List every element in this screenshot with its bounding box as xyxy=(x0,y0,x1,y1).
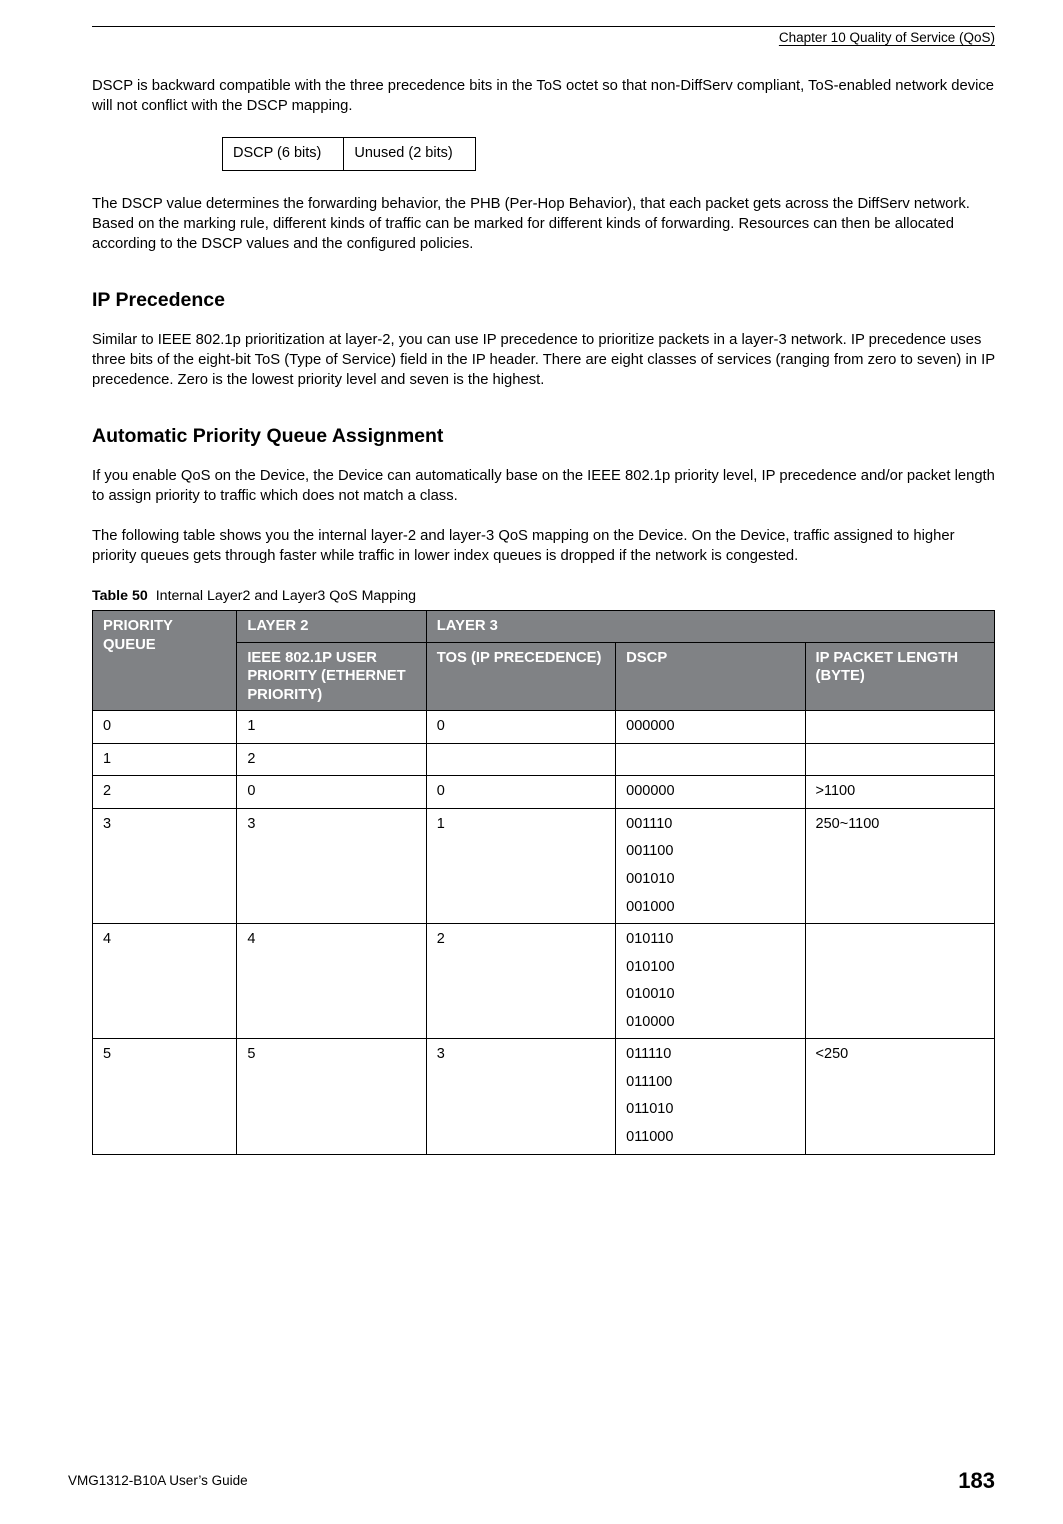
table-row: 010000000 xyxy=(93,711,995,744)
paragraph-auto-pq-1: If you enable QoS on the Device, the Dev… xyxy=(92,467,995,507)
th-layer3: LAYER 3 xyxy=(426,611,994,642)
cell-ip-packet-length: <250 xyxy=(805,1039,994,1154)
table-row: 553011110011100011010011000<250 xyxy=(93,1039,995,1154)
running-header: Chapter 10 Quality of Service (QoS) xyxy=(92,29,995,47)
table-row: 331001110001100001010001000250~1100 xyxy=(93,808,995,923)
cell-tos: 1 xyxy=(426,808,615,923)
cell-dscp: 000000 xyxy=(616,776,805,809)
cell-ieee-8021p: 0 xyxy=(237,776,426,809)
dscp-value: 001110 xyxy=(626,815,796,835)
cell-tos: 0 xyxy=(426,711,615,744)
cell-ip-packet-length xyxy=(805,743,994,776)
cell-ieee-8021p: 1 xyxy=(237,711,426,744)
th-tos: TOS (IP PRECEDENCE) xyxy=(426,642,615,710)
header-rule xyxy=(92,26,995,27)
bits-cell-unused: Unused (2 bits) xyxy=(344,138,475,171)
th-priority-queue: PRIORITY QUEUE xyxy=(93,611,237,711)
th-dscp: DSCP xyxy=(616,642,805,710)
dscp-value: 010110 xyxy=(626,930,796,950)
heading-auto-pq: Automatic Priority Queue Assignment xyxy=(92,423,995,449)
bits-table: DSCP (6 bits) Unused (2 bits) xyxy=(222,137,476,171)
cell-priority-queue: 4 xyxy=(93,924,237,1039)
cell-ieee-8021p: 2 xyxy=(237,743,426,776)
cell-dscp: 000000 xyxy=(616,711,805,744)
dscp-value: 001100 xyxy=(626,842,796,862)
cell-tos xyxy=(426,743,615,776)
dscp-value: 010010 xyxy=(626,985,796,1005)
cell-dscp: 010110 010100 010010 010000 xyxy=(616,924,805,1039)
cell-priority-queue: 3 xyxy=(93,808,237,923)
footer-page-number: 183 xyxy=(958,1466,995,1496)
cell-ip-packet-length xyxy=(805,924,994,1039)
dscp-value: 001000 xyxy=(626,898,796,918)
cell-ip-packet-length xyxy=(805,711,994,744)
cell-priority-queue: 2 xyxy=(93,776,237,809)
paragraph-dscp-compat: DSCP is backward compatible with the thr… xyxy=(92,77,995,117)
paragraph-ip-precedence: Similar to IEEE 802.1p prioritization at… xyxy=(92,331,995,391)
table-row: 442010110010100010010010000 xyxy=(93,924,995,1039)
cell-tos: 3 xyxy=(426,1039,615,1154)
table-header-row-1: PRIORITY QUEUE LAYER 2 LAYER 3 xyxy=(93,611,995,642)
cell-tos: 2 xyxy=(426,924,615,1039)
bits-cell-dscp: DSCP (6 bits) xyxy=(223,138,344,171)
paragraph-auto-pq-2: The following table shows you the intern… xyxy=(92,527,995,567)
table50-caption-label: Table 50 xyxy=(92,588,148,604)
dscp-value: 000000 xyxy=(626,782,796,802)
dscp-value: 010100 xyxy=(626,958,796,978)
dscp-value: 011000 xyxy=(626,1128,796,1148)
dscp-value: 000000 xyxy=(626,717,796,737)
cell-dscp: 001110 001100 001010 001000 xyxy=(616,808,805,923)
table50-caption-text: Internal Layer2 and Layer3 QoS Mapping xyxy=(156,588,416,604)
dscp-value: 011110 xyxy=(626,1045,796,1065)
cell-ip-packet-length: 250~1100 xyxy=(805,808,994,923)
cell-priority-queue: 5 xyxy=(93,1039,237,1154)
cell-priority-queue: 1 xyxy=(93,743,237,776)
cell-ieee-8021p: 4 xyxy=(237,924,426,1039)
th-layer2: LAYER 2 xyxy=(237,611,426,642)
heading-ip-precedence: IP Precedence xyxy=(92,287,995,313)
dscp-value: 011100 xyxy=(626,1073,796,1093)
cell-ieee-8021p: 3 xyxy=(237,808,426,923)
th-ieee-8021p: IEEE 802.1P USER PRIORITY (ETHERNET PRIO… xyxy=(237,642,426,710)
dscp-value: 001010 xyxy=(626,870,796,890)
cell-ip-packet-length: >1100 xyxy=(805,776,994,809)
table-row: 12 xyxy=(93,743,995,776)
cell-tos: 0 xyxy=(426,776,615,809)
th-ip-packet-length: IP PACKET LENGTH (BYTE) xyxy=(805,642,994,710)
page-footer: VMG1312-B10A User’s Guide 183 xyxy=(68,1466,995,1496)
cell-dscp xyxy=(616,743,805,776)
dscp-value: 010000 xyxy=(626,1013,796,1033)
footer-guide-title: VMG1312-B10A User’s Guide xyxy=(68,1472,248,1490)
qos-mapping-table: PRIORITY QUEUE LAYER 2 LAYER 3 IEEE 802.… xyxy=(92,610,995,1154)
cell-priority-queue: 0 xyxy=(93,711,237,744)
dscp-value: 011010 xyxy=(626,1100,796,1120)
table50-caption: Table 50 Internal Layer2 and Layer3 QoS M… xyxy=(92,587,995,606)
table-row: 200000000>1100 xyxy=(93,776,995,809)
table-row: DSCP (6 bits) Unused (2 bits) xyxy=(223,138,476,171)
cell-dscp: 011110 011100 011010 011000 xyxy=(616,1039,805,1154)
paragraph-dscp-phb: The DSCP value determines the forwarding… xyxy=(92,195,995,255)
cell-ieee-8021p: 5 xyxy=(237,1039,426,1154)
